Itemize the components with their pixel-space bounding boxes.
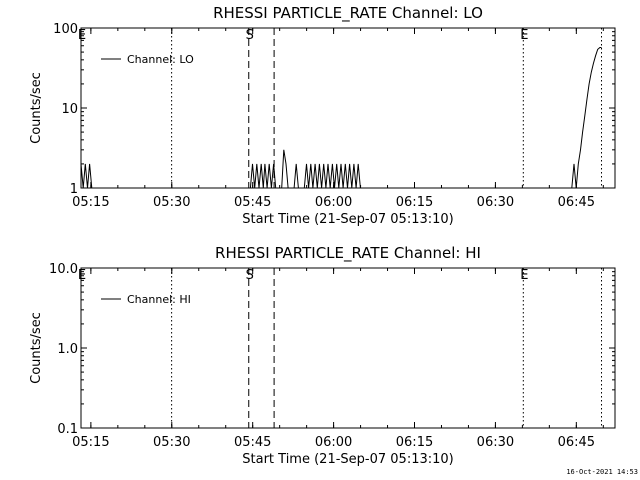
chart-panel-2: RHESSI PARTICLE_RATE Channel: HI 05:15 05:…: [29, 244, 616, 467]
y-tick-label: 1.0: [57, 342, 78, 357]
plot-frame: [80, 27, 616, 189]
chart-title: RHESSI PARTICLE_RATE Channel: HI: [215, 244, 481, 263]
plot-frame: [80, 267, 616, 429]
x-tick-label: 05:15: [72, 195, 109, 210]
marker-label: S: [246, 268, 254, 283]
y-tick-label: 10.0: [49, 262, 78, 277]
x-axis-label: Start Time (21-Sep-07 05:13:10): [242, 212, 453, 227]
y-axis-label: Counts/sec: [29, 312, 44, 384]
y-tick-label: 10: [61, 102, 78, 117]
legend-label: Channel: LO: [127, 53, 194, 66]
y-tick-label: 100: [53, 22, 78, 37]
x-tick-label: 05:15: [72, 435, 109, 450]
plot-timestamp: 16-Oct-2021 14:53: [566, 468, 638, 476]
legend-label: Channel: HI: [127, 293, 191, 306]
x-tick-label: 06:30: [477, 435, 514, 450]
marker-label: S: [246, 28, 254, 43]
x-tick-label: 05:30: [153, 195, 190, 210]
x-tick-label: 06:15: [396, 435, 433, 450]
x-tick-label: 05:45: [234, 435, 271, 450]
x-tick-label: 06:00: [315, 435, 352, 450]
x-tick-label: 05:45: [234, 195, 271, 210]
marker-label: E: [78, 28, 86, 43]
x-tick-label: 06:45: [558, 435, 595, 450]
x-tick-label: 06:30: [477, 195, 514, 210]
y-axis-label: Counts/sec: [29, 72, 44, 144]
chart-title: RHESSI PARTICLE_RATE Channel: LO: [213, 4, 483, 23]
marker-label: E: [520, 28, 528, 43]
y-tick-label: 1: [70, 182, 78, 197]
y-tick-label: 0.1: [57, 422, 78, 437]
x-tick-label: 06:15: [396, 195, 433, 210]
marker-label: E: [520, 268, 528, 283]
x-tick-label: 06:45: [558, 195, 595, 210]
x-axis-label: Start Time (21-Sep-07 05:13:10): [242, 452, 453, 467]
x-tick-label: 06:00: [315, 195, 352, 210]
chart-panel-1: RHESSI PARTICLE_RATE Channel: LO 05:15 05:…: [29, 4, 616, 227]
x-tick-label: 05:30: [153, 435, 190, 450]
series-line-1: [80, 47, 602, 189]
marker-label: E: [78, 268, 86, 283]
